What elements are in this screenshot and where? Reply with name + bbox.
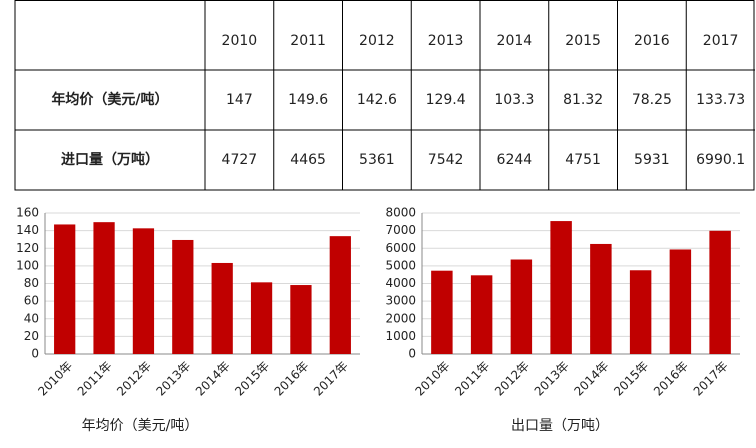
data-cell: 133.73 — [696, 92, 745, 108]
bar — [172, 239, 194, 354]
bar — [54, 224, 76, 354]
header-cell: 2014 — [497, 33, 533, 49]
y-tick-label: 2000 — [385, 311, 416, 325]
y-tick-label: 3000 — [385, 294, 416, 308]
x-tick-label: 2017年 — [311, 359, 351, 399]
bar — [431, 270, 453, 354]
x-tick-label: 2016年 — [651, 359, 691, 399]
y-tick-label: 5000 — [385, 258, 416, 272]
bar — [93, 222, 115, 354]
header-cell: 2016 — [634, 33, 670, 49]
header-cell: 2011 — [290, 33, 326, 49]
data-cell: 81.32 — [563, 92, 603, 108]
bar — [290, 285, 312, 354]
y-tick-label: 7000 — [385, 223, 416, 237]
header-cell: 2017 — [703, 33, 739, 49]
data-cell: 6990.1 — [696, 152, 745, 168]
y-tick-label: 80 — [24, 276, 39, 290]
bar — [510, 259, 533, 354]
x-tick-label: 2011年 — [452, 359, 492, 399]
data-cell: 147 — [226, 92, 253, 108]
bar — [629, 270, 652, 354]
data-cell: 5931 — [634, 152, 670, 168]
bar — [590, 243, 612, 354]
x-tick-label: 2015年 — [232, 359, 272, 399]
header-cell: 2010 — [222, 33, 258, 49]
y-tick-label: 8000 — [385, 206, 416, 220]
data-cell: 78.25 — [632, 92, 672, 108]
x-tick-label: 2017年 — [691, 359, 731, 399]
x-tick-label: 2016年 — [272, 359, 312, 399]
y-tick-label: 20 — [24, 329, 39, 343]
x-tick-label: 2012年 — [492, 359, 532, 399]
x-tick-label: 2013年 — [532, 359, 572, 399]
data-cell: 7542 — [428, 152, 464, 168]
bar — [250, 282, 273, 354]
x-tick-label: 2014年 — [571, 359, 611, 399]
chart-title: 出口量（万吨） — [511, 418, 609, 434]
y-tick-label: 160 — [16, 206, 39, 220]
y-tick-label: 6000 — [385, 241, 416, 255]
y-tick-label: 0 — [31, 347, 39, 361]
bar — [669, 249, 692, 354]
header-cell: 2015 — [565, 33, 601, 49]
data-cell: 6244 — [497, 152, 533, 168]
data-cell: 4465 — [290, 152, 326, 168]
table-border — [14, 0, 755, 191]
header-cell: 2012 — [359, 33, 395, 49]
data-cell: 5361 — [359, 152, 395, 168]
bar-chart: 0 20 40 60 80 100 120 140 160 2010年 2011年 2012年 2013… — [16, 206, 360, 434]
bar — [470, 275, 493, 354]
y-tick-label: 120 — [16, 241, 39, 255]
y-tick-label: 4000 — [385, 276, 416, 290]
bar — [132, 228, 155, 354]
row-label: 年均价（美元/吨） — [51, 91, 168, 108]
y-tick-label: 60 — [24, 294, 39, 308]
x-tick-label: 2011年 — [75, 359, 115, 399]
data-cell: 4751 — [565, 152, 601, 168]
data-cell: 103.3 — [494, 92, 534, 108]
y-tick-label: 100 — [16, 258, 39, 272]
chart-title: 年均价（美元/吨） — [82, 418, 199, 434]
x-tick-label: 2013年 — [153, 359, 193, 399]
row-label: 进口量（万吨） — [61, 151, 159, 168]
y-tick-label: 140 — [16, 223, 39, 237]
bar — [329, 236, 351, 354]
x-tick-label: 2014年 — [193, 359, 233, 399]
x-tick-label: 2015年 — [611, 359, 651, 399]
bar — [709, 230, 731, 354]
header-cell: 2013 — [428, 33, 464, 49]
y-tick-label: 1000 — [385, 329, 416, 343]
x-tick-label: 2012年 — [114, 359, 154, 399]
data-table: 2010 2011 2012 2013 2014 2015 2016 2017 年均价（美元/吨… — [14, 0, 755, 191]
data-cell: 129.4 — [426, 92, 466, 108]
x-tick-label: 2010年 — [35, 359, 75, 399]
y-tick-label: 0 — [408, 347, 416, 361]
bar — [211, 262, 233, 354]
y-tick-label: 40 — [24, 311, 39, 325]
data-cell: 149.6 — [288, 92, 328, 108]
data-cell: 4727 — [222, 152, 258, 168]
x-tick-label: 2010年 — [412, 359, 452, 399]
bar — [550, 221, 572, 354]
data-cell: 142.6 — [357, 92, 397, 108]
